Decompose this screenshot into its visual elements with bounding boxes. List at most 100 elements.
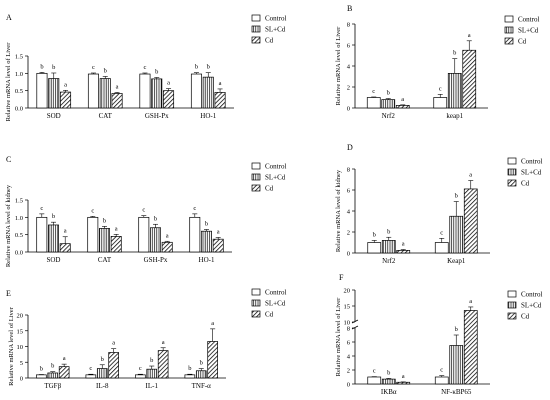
y-tick-label: 4 bbox=[347, 209, 351, 216]
bar-control bbox=[434, 242, 449, 254]
legend-swatch bbox=[507, 168, 517, 176]
bar-cd bbox=[396, 381, 411, 385]
bar-cd bbox=[212, 238, 224, 253]
legend-swatch bbox=[507, 290, 517, 298]
y-tick-label: 10 bbox=[17, 344, 24, 351]
legend-swatch bbox=[504, 37, 514, 45]
significance-letter: c bbox=[40, 205, 43, 212]
legend-swatch bbox=[504, 26, 514, 34]
legend-label: Control bbox=[518, 16, 539, 24]
significance-letter: a bbox=[167, 80, 170, 87]
bar-control bbox=[87, 73, 99, 109]
panel-B: B 0 2 4 6 8 Relative mRNA level of Liver c b a Nrf… bbox=[335, 4, 539, 120]
significance-letter: a bbox=[468, 32, 471, 39]
legend-label: Control bbox=[521, 158, 542, 166]
bar-sl-cd bbox=[449, 345, 464, 385]
x-tick-label: IL-8 bbox=[96, 382, 109, 390]
x-tick-label: HO-1 bbox=[200, 112, 216, 120]
y-tick-label: 8 bbox=[347, 167, 350, 174]
bar-control bbox=[85, 374, 97, 379]
significance-letter: b bbox=[205, 220, 208, 227]
significance-letter: a bbox=[162, 339, 165, 346]
legend-label: SL+Cd bbox=[265, 174, 286, 182]
legend-swatch bbox=[251, 162, 261, 170]
significance-letter: c bbox=[142, 207, 145, 214]
legend-label: SL+Cd bbox=[518, 27, 539, 35]
y-tick-label: 1.5 bbox=[15, 198, 23, 205]
bar-cd bbox=[163, 90, 175, 109]
bar-control bbox=[139, 73, 151, 109]
y-tick-label: 6 bbox=[347, 43, 351, 50]
significance-letter: a bbox=[63, 355, 66, 362]
bar-control bbox=[36, 216, 48, 253]
significance-letter: c bbox=[89, 365, 92, 372]
y-tick-label: 15 bbox=[17, 328, 24, 335]
bar-sl-cd bbox=[48, 78, 60, 109]
x-tick-label: Keap1 bbox=[447, 257, 466, 265]
legend-swatch bbox=[504, 15, 514, 23]
y-tick-label: 0 bbox=[347, 251, 350, 258]
y-tick-label: 4 bbox=[347, 64, 351, 71]
y-tick-label: 20 bbox=[17, 313, 24, 320]
x-tick-label: Nrf2 bbox=[382, 112, 396, 120]
significance-letter: b bbox=[387, 369, 390, 376]
panel-letter: F bbox=[339, 273, 344, 282]
bar-sl-cd bbox=[151, 78, 163, 109]
y-tick-label: 20 bbox=[344, 288, 351, 295]
y-tick-label: 0.0 bbox=[15, 250, 23, 257]
significance-letter: a bbox=[469, 172, 472, 179]
bar-cd bbox=[161, 241, 173, 253]
significance-letter: b bbox=[373, 231, 376, 238]
bar-sl-cd bbox=[381, 240, 396, 254]
x-tick-label: GSH-Px bbox=[144, 256, 168, 264]
legend-swatch bbox=[507, 312, 517, 320]
bar-cd bbox=[463, 188, 478, 254]
significance-letter: a bbox=[401, 96, 404, 103]
bar-control bbox=[366, 97, 381, 109]
bar-control bbox=[189, 216, 201, 253]
bar-sl-cd bbox=[202, 76, 214, 109]
legend-swatch bbox=[251, 25, 261, 33]
y-tick-label: 1.5 bbox=[15, 54, 23, 61]
legend-label: Control bbox=[521, 291, 542, 299]
significance-letter: a bbox=[64, 228, 67, 235]
bar-cd bbox=[108, 352, 119, 379]
x-tick-label: TGFβ bbox=[44, 382, 61, 390]
significance-letter: c bbox=[439, 85, 442, 92]
bar-cd bbox=[462, 49, 477, 109]
y-tick-label: 1.0 bbox=[15, 71, 23, 78]
bar-sl-cd bbox=[99, 78, 111, 109]
legend-swatch bbox=[251, 184, 261, 192]
legend-label: Control bbox=[265, 289, 286, 297]
bar-cd bbox=[60, 91, 72, 109]
x-tick-label: CAT bbox=[99, 112, 113, 120]
significance-letter: b bbox=[52, 64, 55, 71]
significance-letter: b bbox=[52, 213, 55, 220]
legend-label: SL+Cd bbox=[265, 26, 286, 34]
bar-cd bbox=[395, 105, 410, 109]
bar-cd bbox=[463, 310, 478, 385]
significance-letter: c bbox=[139, 365, 142, 372]
bar-sl-cd bbox=[96, 368, 108, 379]
significance-letter: c bbox=[372, 88, 375, 95]
axis-break-mark bbox=[351, 319, 359, 324]
significance-letter: c bbox=[92, 64, 95, 71]
legend-swatch bbox=[507, 301, 517, 309]
bar-cd bbox=[214, 92, 226, 109]
significance-letter: a bbox=[469, 298, 472, 305]
significance-letter: c bbox=[91, 207, 94, 214]
bar-sl-cd bbox=[150, 227, 161, 253]
y-tick-label: 0.5 bbox=[15, 88, 23, 95]
significance-letter: b bbox=[103, 217, 106, 224]
legend-swatch bbox=[507, 157, 517, 165]
x-tick-label: IL-1 bbox=[146, 382, 159, 390]
bar-cd bbox=[58, 366, 70, 379]
panel-letter: B bbox=[347, 4, 352, 13]
bar-sl-cd bbox=[99, 228, 110, 253]
x-tick-label: TNF-α bbox=[192, 382, 212, 390]
legend-label: Cd bbox=[521, 180, 530, 188]
